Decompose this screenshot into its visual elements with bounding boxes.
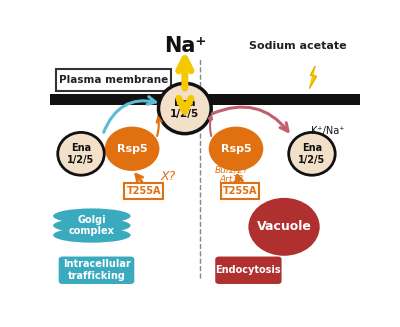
Ellipse shape [158,83,211,134]
FancyBboxPatch shape [215,257,282,284]
Circle shape [248,198,320,256]
Circle shape [209,127,263,171]
Text: Golgi
complex: Golgi complex [69,215,115,236]
Bar [50,94,360,105]
Text: Rsp5: Rsp5 [117,144,148,154]
Text: Ena
1/2/5: Ena 1/2/5 [67,143,95,164]
Ellipse shape [53,208,131,224]
Text: Endocytosis: Endocytosis [216,265,281,275]
Ellipse shape [53,218,131,233]
FancyBboxPatch shape [56,69,171,91]
Polygon shape [310,66,317,88]
FancyBboxPatch shape [220,183,259,199]
FancyBboxPatch shape [124,183,163,199]
Text: Plasma membrane: Plasma membrane [59,75,168,85]
Text: T255A: T255A [223,186,257,196]
Text: Sodium acetate: Sodium acetate [249,41,347,51]
Text: Intracellular
trafficking: Intracellular trafficking [63,259,130,281]
FancyBboxPatch shape [59,257,134,284]
Text: Bul1/2?
Art1?: Bul1/2? Art1? [214,165,248,184]
Text: Ena
1/2/5: Ena 1/2/5 [298,143,326,164]
Text: Na⁺: Na⁺ [164,36,206,56]
Ellipse shape [58,132,104,175]
Text: Vacuole: Vacuole [257,220,312,233]
Ellipse shape [53,228,131,243]
Text: T255A: T255A [126,186,161,196]
Text: X?: X? [160,170,176,183]
Text: K⁺/Na⁺: K⁺/Na⁺ [311,126,344,136]
Text: Ena
1/2/5: Ena 1/2/5 [170,98,200,119]
Ellipse shape [289,132,335,175]
Text: Rsp5: Rsp5 [221,144,251,154]
Circle shape [105,127,160,171]
